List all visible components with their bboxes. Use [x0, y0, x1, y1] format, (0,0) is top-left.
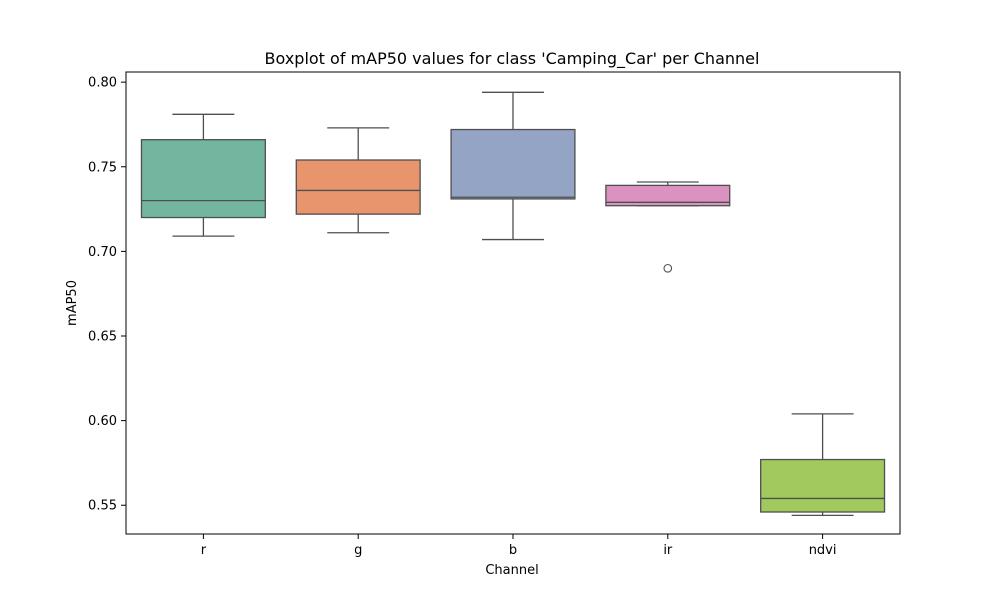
- box-ir: [605, 184, 731, 207]
- box-b: [450, 128, 576, 200]
- y-axis-label: mAP50: [65, 280, 80, 326]
- y-tick-label: 0.70: [88, 245, 117, 260]
- box-ndvi: [760, 458, 886, 513]
- y-tick-label: 0.80: [88, 76, 117, 91]
- y-tick-label: 0.60: [88, 414, 117, 429]
- x-tick-label: ndvi: [809, 543, 837, 558]
- x-axis-label: Channel: [485, 563, 538, 578]
- plot-frame: [125, 71, 901, 535]
- plot-area: 0.55 0.60 0.65 0.70 0.75 0.80 r g b ir ndvi: [88, 71, 901, 558]
- y-tick-label: 0.75: [88, 160, 117, 175]
- x-tick-label: ir: [663, 543, 673, 558]
- y-tick-label: 0.55: [88, 499, 117, 514]
- box-g: [295, 159, 421, 215]
- x-tick-label: g: [354, 543, 362, 558]
- x-tick-label: b: [509, 543, 517, 558]
- y-tick-label: 0.65: [88, 330, 117, 345]
- outlier-point: [663, 263, 673, 273]
- chart-title: Boxplot of mAP50 values for class 'Campi…: [265, 49, 760, 69]
- box-r: [140, 139, 266, 219]
- x-tick-label: r: [201, 543, 207, 558]
